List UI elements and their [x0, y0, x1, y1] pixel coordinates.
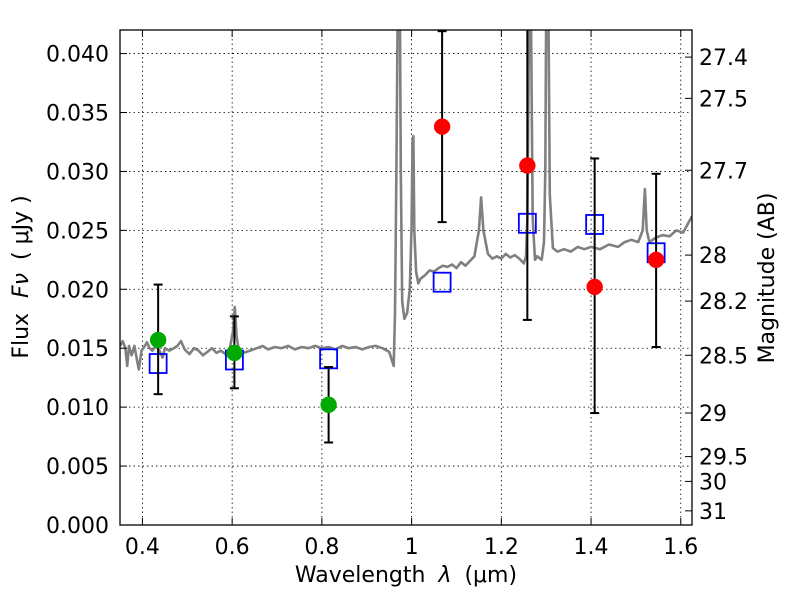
- data-point-marker: [647, 251, 665, 269]
- y2-tick-label: 31: [699, 500, 727, 525]
- x-axis-label: Wavelength λ (μm): [295, 563, 517, 588]
- y2-tick-label: 27.7: [699, 159, 748, 184]
- data-point-marker: [320, 396, 337, 414]
- y2-tick-label: 27.5: [699, 87, 748, 112]
- x-tick-label: 0.4: [125, 535, 160, 560]
- plot-area: [120, 30, 692, 444]
- y-axis-label-units: ( μJy ): [9, 195, 34, 260]
- x-tick-label: 1.2: [484, 535, 519, 560]
- model-photometry-marker: [319, 348, 339, 370]
- x-axis-label-units: (μm): [464, 563, 517, 588]
- spectrum-line: [120, 30, 692, 371]
- y2-axis-label: Magnitude (AB): [755, 193, 780, 364]
- y-tick-label: 0.005: [46, 455, 109, 480]
- data-point-marker: [586, 278, 603, 296]
- grid: [120, 30, 692, 526]
- data-point-marker: [149, 331, 167, 349]
- y2-tick-label: 29: [699, 402, 727, 427]
- x-tick-label: 1.4: [574, 535, 609, 560]
- y2-tick-label: 28.2: [699, 290, 748, 315]
- y-tick-label: 0.015: [46, 337, 109, 362]
- x-tick-label: 1: [405, 535, 419, 560]
- data-point-marker: [433, 118, 451, 135]
- axes-frame: [119, 29, 693, 526]
- tick-marks: [120, 30, 692, 526]
- y-axis-label-text: Flux: [9, 313, 34, 359]
- y2-tick-label: 28: [699, 244, 727, 269]
- x-tick-label: 0.8: [304, 535, 339, 560]
- y2-tick-label: 30: [699, 470, 727, 495]
- x-axis-label-symbol: λ: [437, 563, 451, 588]
- y-tick-label: 0.020: [46, 278, 109, 303]
- tick-labels: 0.4 0.6 0.8 1 1.2 1.4 1.6 0.000 0.005 0.010 0.015 0…: [46, 43, 748, 560]
- x-tick-label: 0.6: [215, 535, 250, 560]
- y2-tick-label: 29.5: [699, 446, 748, 471]
- x-axis-label-text: Wavelength: [295, 563, 426, 588]
- y-tick-label: 0.010: [46, 396, 109, 421]
- data-point-marker: [226, 344, 243, 362]
- y-axis-label-symbol: Fν: [9, 273, 34, 298]
- y2-tick-label: 28.5: [699, 344, 748, 369]
- y-tick-label: 0.000: [46, 514, 109, 539]
- x-tick-label: 1.6: [663, 535, 698, 560]
- y-axis-label: Flux Fν ( μJy ): [9, 195, 34, 358]
- data-point-marker: [519, 157, 536, 174]
- y2-tick-label: 27.4: [699, 46, 748, 71]
- model-photometry-marker: [432, 271, 452, 293]
- y-tick-label: 0.030: [46, 160, 109, 185]
- y-tick-label: 0.025: [46, 219, 109, 244]
- y-tick-label: 0.040: [46, 43, 109, 68]
- y-tick-label: 0.035: [46, 102, 109, 127]
